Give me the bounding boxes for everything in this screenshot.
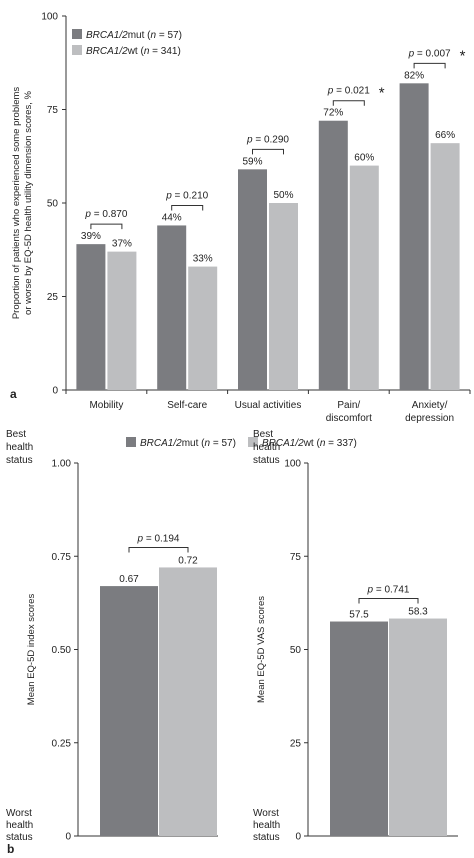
- p-value-label: p = 0.870: [84, 209, 127, 220]
- legend-label-a: BRCA1/2mut (n = 57): [86, 30, 182, 41]
- legend-swatch-a: [72, 29, 82, 39]
- bar-mut: [318, 120, 348, 390]
- x-category-label-a: Pain/: [337, 400, 360, 411]
- x-category-label-a: Self-care: [167, 400, 207, 411]
- y-tick-label-b: 1.00: [52, 459, 72, 470]
- worst-health-label: status: [253, 832, 280, 843]
- bar-mut: [157, 225, 187, 390]
- bar-wt: [159, 567, 217, 836]
- bar-wt: [107, 251, 137, 390]
- bar-mut: [76, 244, 106, 390]
- bar-mut: [100, 586, 158, 836]
- y-tick-label-b: 25: [290, 738, 302, 749]
- data-label-wt: 60%: [354, 153, 374, 164]
- y-tick-label-a: 25: [47, 292, 59, 303]
- worst-health-label: health: [6, 820, 33, 831]
- data-label-wt: 58.3: [408, 607, 428, 618]
- significance-bracket: [413, 62, 446, 69]
- y-tick-label-a: 75: [47, 105, 59, 116]
- y-tick-label-a: 50: [47, 199, 59, 210]
- panel-label-a: a: [10, 387, 17, 401]
- data-label-wt: 66%: [435, 130, 455, 141]
- data-label-mut: 82%: [404, 70, 424, 81]
- legend-label-b: BRCA1/2wt (n = 337): [262, 438, 357, 449]
- p-value-label: p = 0.021: [327, 86, 370, 97]
- data-label-mut: 59%: [242, 156, 262, 167]
- y-tick-label-b: 75: [290, 552, 302, 563]
- significance-bracket: [128, 546, 189, 553]
- significance-star: *: [460, 47, 466, 64]
- y-axis-label-a: Proportion of patients who experienced s…: [11, 87, 22, 320]
- x-category-label-a: depression: [405, 413, 454, 424]
- y-tick-label-b: 0: [65, 832, 71, 843]
- y-tick-label-a: 0: [52, 386, 58, 397]
- data-label-wt: 0.72: [178, 555, 198, 566]
- legend-label-b: BRCA1/2mut (n = 57): [140, 438, 236, 449]
- significance-bracket: [90, 223, 123, 230]
- x-category-label-a: discomfort: [326, 413, 372, 424]
- panel-label-b: b: [7, 842, 14, 856]
- best-health-label: status: [6, 455, 33, 466]
- bar-wt: [188, 266, 218, 390]
- significance-bracket: [252, 148, 284, 155]
- y-tick-label-b: 0.75: [52, 552, 72, 563]
- worst-health-label: Worst: [6, 808, 32, 819]
- data-label-wt: 33%: [193, 254, 213, 265]
- best-health-label: Best: [6, 429, 26, 440]
- bar-mut: [330, 621, 388, 836]
- data-label-mut: 39%: [81, 231, 101, 242]
- data-label-mut: 44%: [162, 212, 182, 223]
- best-health-label: status: [253, 455, 280, 466]
- p-value-label: p = 0.210: [165, 190, 208, 201]
- best-health-label: health: [253, 442, 280, 453]
- y-axis-label-a: or worse by EQ-5D health utility dimensi…: [23, 91, 34, 315]
- data-label-wt: 50%: [273, 190, 293, 201]
- data-label-mut: 0.67: [119, 574, 139, 585]
- bar-mut: [399, 83, 429, 390]
- worst-health-label: Worst: [253, 808, 279, 819]
- y-tick-label-b: 100: [284, 459, 301, 470]
- x-category-label-a: Usual activities: [235, 400, 302, 411]
- legend-swatch-b: [248, 437, 258, 447]
- y-tick-label-a: 100: [41, 12, 58, 23]
- best-health-label: Best: [253, 429, 273, 440]
- legend-swatch-a: [72, 45, 82, 55]
- p-value-label: p = 0.290: [246, 134, 289, 145]
- significance-bracket: [332, 100, 365, 106]
- bar-wt: [430, 143, 460, 390]
- y-tick-label-b: 0.50: [52, 645, 72, 656]
- data-label-mut: 72%: [323, 108, 343, 119]
- p-value-label: p = 0.007: [408, 48, 451, 59]
- p-value-label: p = 0.741: [367, 585, 410, 596]
- x-category-label-a: Anxiety/: [412, 400, 448, 411]
- worst-health-label: health: [253, 820, 280, 831]
- data-label-wt: 37%: [112, 239, 132, 250]
- bar-wt: [269, 203, 298, 390]
- legend-label-a: BRCA1/2wt (n = 341): [86, 46, 181, 57]
- y-tick-label-b: 0.25: [52, 738, 72, 749]
- best-health-label: health: [6, 442, 33, 453]
- significance-bracket: [171, 204, 204, 211]
- x-category-label-a: Mobility: [89, 400, 123, 411]
- data-label-mut: 57.5: [349, 610, 369, 621]
- y-tick-label-b: 50: [290, 645, 302, 656]
- significance-star: *: [379, 85, 385, 102]
- p-value-label: p = 0.194: [137, 533, 180, 544]
- bar-wt: [349, 165, 379, 390]
- y-axis-label-b: Mean EQ-5D VAS scores: [256, 596, 267, 703]
- y-axis-label-b: Mean EQ-5D index scores: [26, 594, 37, 706]
- y-tick-label-b: 0: [295, 832, 301, 843]
- significance-bracket: [358, 598, 419, 604]
- bar-wt: [389, 618, 447, 836]
- worst-health-label: status: [6, 832, 33, 843]
- legend-swatch-b: [126, 437, 136, 447]
- bar-mut: [238, 169, 267, 390]
